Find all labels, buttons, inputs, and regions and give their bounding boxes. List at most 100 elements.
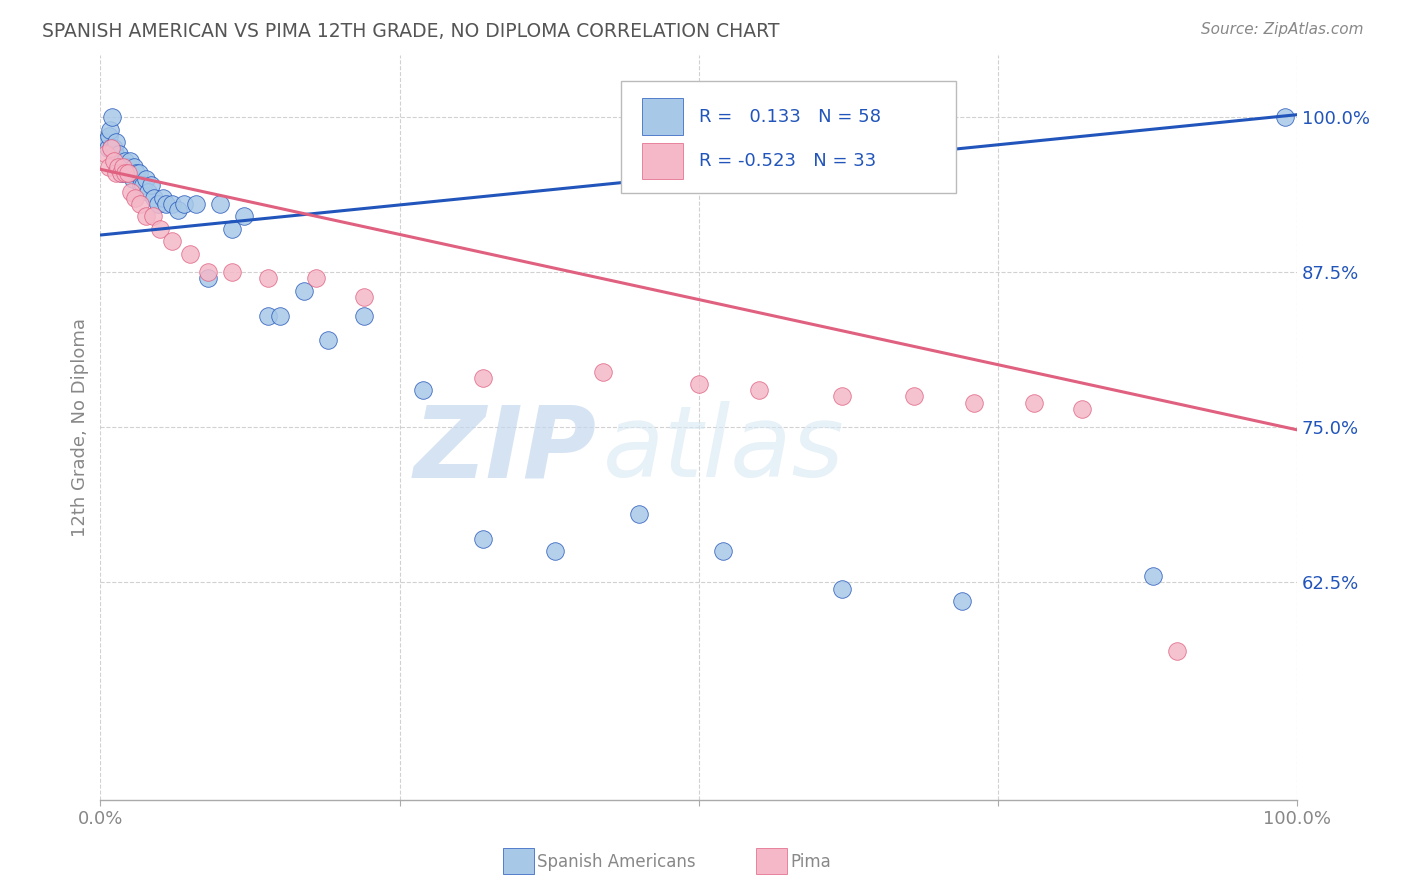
Point: [94, 135, 117, 149]
Point: [544, 544, 567, 558]
Point: [117, 166, 139, 180]
Point: [155, 197, 177, 211]
Point: [1142, 569, 1164, 583]
Point: [353, 309, 375, 323]
Point: [1070, 401, 1092, 416]
Point: [135, 172, 157, 186]
Text: ZIP: ZIP: [413, 401, 598, 498]
Text: R =   0.133   N = 58: R = 0.133 N = 58: [699, 108, 880, 126]
Point: [117, 166, 139, 180]
Point: [1022, 395, 1045, 409]
Text: Source: ZipAtlas.com: Source: ZipAtlas.com: [1201, 22, 1364, 37]
Point: [121, 185, 143, 199]
Point: [233, 210, 256, 224]
Point: [160, 197, 183, 211]
Point: [111, 160, 134, 174]
FancyBboxPatch shape: [643, 98, 683, 135]
Point: [197, 271, 219, 285]
Point: [316, 334, 339, 348]
Point: [108, 147, 131, 161]
Point: [292, 284, 315, 298]
Point: [139, 178, 162, 193]
Point: [110, 166, 132, 180]
Point: [100, 141, 122, 155]
Point: [120, 153, 142, 168]
Point: [353, 290, 375, 304]
Point: [107, 153, 129, 168]
Text: Spanish Americans: Spanish Americans: [537, 853, 696, 871]
Point: [197, 265, 219, 279]
Point: [124, 191, 146, 205]
Point: [103, 141, 125, 155]
Point: [96, 141, 118, 155]
Point: [100, 141, 122, 155]
Point: [305, 271, 328, 285]
Point: [105, 160, 128, 174]
FancyBboxPatch shape: [621, 81, 956, 193]
Text: Pima: Pima: [790, 853, 831, 871]
Point: [104, 135, 127, 149]
Point: [173, 197, 195, 211]
Point: [592, 364, 614, 378]
Point: [135, 210, 157, 224]
Text: SPANISH AMERICAN VS PIMA 12TH GRADE, NO DIPLOMA CORRELATION CHART: SPANISH AMERICAN VS PIMA 12TH GRADE, NO …: [42, 22, 780, 41]
Point: [963, 395, 986, 409]
Point: [627, 507, 650, 521]
Point: [114, 166, 136, 180]
Point: [101, 110, 124, 124]
Point: [112, 166, 135, 180]
Point: [950, 594, 973, 608]
Point: [121, 166, 143, 180]
Point: [118, 160, 141, 174]
FancyBboxPatch shape: [643, 143, 683, 179]
Point: [160, 234, 183, 248]
Point: [112, 160, 135, 174]
Point: [103, 153, 125, 168]
Point: [472, 370, 495, 384]
Point: [472, 532, 495, 546]
Point: [104, 147, 127, 161]
Point: [125, 166, 148, 180]
Point: [179, 246, 201, 260]
Point: [167, 203, 190, 218]
Point: [412, 383, 434, 397]
Point: [132, 178, 155, 193]
Point: [747, 383, 769, 397]
Point: [121, 172, 143, 186]
Point: [903, 389, 925, 403]
Point: [152, 191, 174, 205]
Point: [114, 153, 136, 168]
Point: [1166, 643, 1188, 657]
Text: R = -0.523   N = 33: R = -0.523 N = 33: [699, 153, 876, 170]
Point: [110, 166, 132, 180]
Point: [1274, 110, 1296, 124]
Point: [184, 197, 207, 211]
Point: [257, 271, 280, 285]
Point: [221, 265, 243, 279]
Point: [146, 197, 169, 211]
Point: [128, 197, 150, 211]
Point: [129, 178, 152, 193]
Point: [221, 222, 243, 236]
Point: [97, 160, 120, 174]
Y-axis label: 12th Grade, No Diploma: 12th Grade, No Diploma: [72, 318, 89, 537]
Point: [142, 210, 165, 224]
Point: [149, 222, 172, 236]
Point: [257, 309, 280, 323]
Point: [269, 309, 291, 323]
Text: atlas: atlas: [603, 401, 845, 498]
Point: [115, 160, 138, 174]
Point: [98, 122, 121, 136]
Point: [831, 582, 853, 596]
Point: [128, 166, 150, 180]
Point: [831, 389, 853, 403]
Point: [104, 166, 127, 180]
Point: [136, 185, 159, 199]
Point: [112, 160, 135, 174]
Point: [107, 160, 129, 174]
Point: [122, 160, 145, 174]
Point: [711, 544, 734, 558]
Point: [96, 147, 118, 161]
Point: [97, 128, 120, 143]
Point: [208, 197, 231, 211]
